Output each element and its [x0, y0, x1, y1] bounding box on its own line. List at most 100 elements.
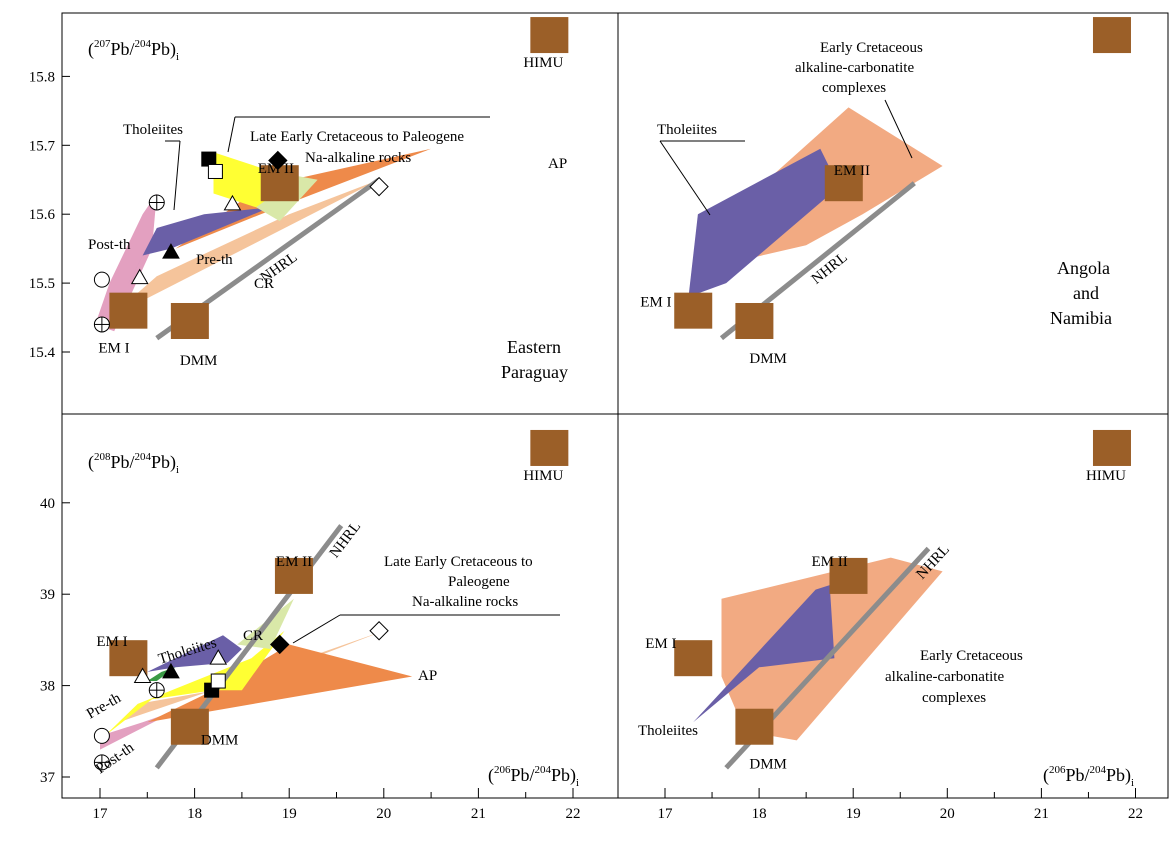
marker-layer: [93, 150, 389, 771]
field-tholeiites: [688, 148, 840, 297]
endmember-label: EM I: [640, 295, 671, 311]
open-triangle-marker: [223, 194, 242, 211]
filled-triangle-marker: [162, 662, 180, 679]
pointer-arrow-complexes: [884, 99, 913, 159]
field-pre_th: [118, 630, 384, 723]
endmember-dmm: [735, 302, 774, 339]
label-post-th: Post-th: [88, 237, 131, 253]
endmember-label: EM I: [98, 341, 129, 357]
open-diamond-marker: [369, 621, 389, 641]
x-tick-label: 20: [940, 806, 955, 822]
field-layer: [95, 107, 943, 750]
filled-square-marker: [201, 151, 217, 167]
label-ap: AP: [418, 668, 437, 684]
label-cr: CR: [254, 276, 274, 292]
x-tick-label: 20: [376, 806, 391, 822]
panel-top-left-text: (207Pb/204Pb)i Tholeiites Late Early Cre…: [88, 38, 568, 382]
y-axis-label: (208Pb/204Pb)i: [88, 451, 179, 476]
field-ap: [147, 644, 413, 723]
endmember-himu: [1092, 17, 1131, 54]
x-axis-label: (206Pb/204Pb)i: [488, 764, 579, 789]
tick-layer: 15.4 15.5 15.6 15.7 15.8 37 38 39 40 17 18 19 20 21 22…: [29, 69, 1143, 822]
endmember-em-ii: [829, 557, 868, 594]
endmember-label: EM II: [276, 554, 312, 570]
endmember-label: DMM: [749, 757, 787, 773]
panel-bottom-right-text: (206Pb/204Pb)i Early Cretaceous alkaline…: [638, 648, 1134, 789]
pointer-arrow-na: [227, 116, 236, 153]
panel-top-right-text: Early Cretaceous alkaline-carbonatite co…: [657, 40, 1112, 328]
endmember-himu: [530, 17, 569, 54]
filled-triangle-marker: [162, 243, 180, 259]
field-pre_th: [109, 179, 380, 318]
pointer-arrow-tholeiites: [173, 140, 181, 211]
label-na-alkaline-rocks: Na-alkaline rocks: [305, 150, 411, 166]
x-tick-label: 22: [1128, 806, 1143, 822]
field-tholeiites: [128, 207, 271, 284]
x-tick-label: 18: [187, 806, 202, 822]
y-tick-label: 15.5: [29, 276, 55, 292]
x-tick-label: 17: [93, 806, 109, 822]
x-tick-label: 22: [566, 806, 581, 822]
endmember-label: HIMU: [523, 55, 563, 71]
endmember-label: EM II: [811, 554, 847, 570]
endmember-himu: [530, 429, 569, 466]
field-tholeiites: [693, 585, 835, 723]
region-label-line-1: Angola: [1057, 258, 1110, 278]
field-na_alkaline: [104, 630, 285, 736]
endmember-label: HIMU: [523, 468, 563, 484]
crossed-circle-marker: [93, 754, 110, 771]
pointer-arrow-tholeiites: [659, 140, 711, 216]
endmember-em-ii: [824, 165, 863, 202]
endmember-dmm: [735, 708, 774, 745]
endmember-label: EM I: [645, 636, 676, 652]
panel-frames: [61, 12, 1169, 799]
label-complexes: complexes: [922, 690, 986, 706]
label-pre-th: Pre-th: [84, 690, 124, 722]
x-tick-label: 21: [1034, 806, 1049, 822]
label-tholeiites: Tholeiites: [638, 723, 698, 739]
y-tick-label: 15.6: [29, 207, 56, 223]
open-square-marker: [207, 163, 223, 179]
y-tick-label: 15.8: [29, 69, 55, 85]
filled-diamond-marker: [270, 634, 290, 655]
crossed-circle-marker: [93, 316, 110, 333]
endmember-dmm: [170, 302, 209, 339]
endmember-himu: [1092, 429, 1131, 466]
open-triangle-marker: [133, 667, 152, 683]
label-ap: AP: [548, 156, 567, 172]
open-circle-marker: [93, 271, 110, 288]
label-alkaline-carbonatite: alkaline-carbonatite: [795, 60, 914, 76]
label-early-cretaceous: Early Cretaceous: [820, 40, 923, 56]
open-triangle-marker: [209, 649, 228, 665]
x-tick-label: 19: [282, 806, 297, 822]
outer-frame: [61, 12, 1169, 799]
endmember-em-ii: [274, 557, 313, 594]
panel-bottom-left-text: (208Pb/204Pb)i (206Pb/204Pb)i Tholeiites…: [84, 451, 579, 789]
endmember-label: DMM: [180, 353, 218, 369]
endmember-em-i: [674, 640, 713, 677]
open-triangle-marker: [130, 268, 149, 285]
region-label-line-1: Eastern: [507, 337, 561, 357]
label-early-cretaceous: Early Cretaceous: [920, 648, 1023, 664]
open-circle-marker: [93, 727, 110, 744]
y-tick-label: 37: [40, 770, 56, 786]
x-tick-label: 19: [846, 806, 861, 822]
x-tick-label: 21: [471, 806, 486, 822]
label-na-alkaline-rocks: Na-alkaline rocks: [412, 594, 518, 610]
label-late-early-cretaceous: Late Early Cretaceous to Paleogene: [250, 129, 464, 145]
y-tick-label: 39: [40, 587, 55, 603]
open-diamond-marker: [369, 176, 389, 197]
label-late-early-cretaceous: Late Early Cretaceous to: [384, 554, 533, 570]
endmember-em-ii: [260, 165, 299, 202]
label-alkaline-carbonatite: alkaline-carbonatite: [885, 669, 1004, 685]
label-pre-th: Pre-th: [196, 252, 233, 268]
region-label-line-2: and: [1073, 283, 1099, 303]
endmember-dmm: [170, 708, 209, 745]
y-tick-label: 38: [40, 679, 55, 695]
endmember-label: DMM: [749, 351, 787, 367]
endmember-em-i: [674, 292, 713, 329]
y-tick-label: 40: [40, 496, 55, 512]
label-paleogene: Paleogene: [448, 574, 510, 590]
endmember-em-i: [109, 292, 148, 329]
